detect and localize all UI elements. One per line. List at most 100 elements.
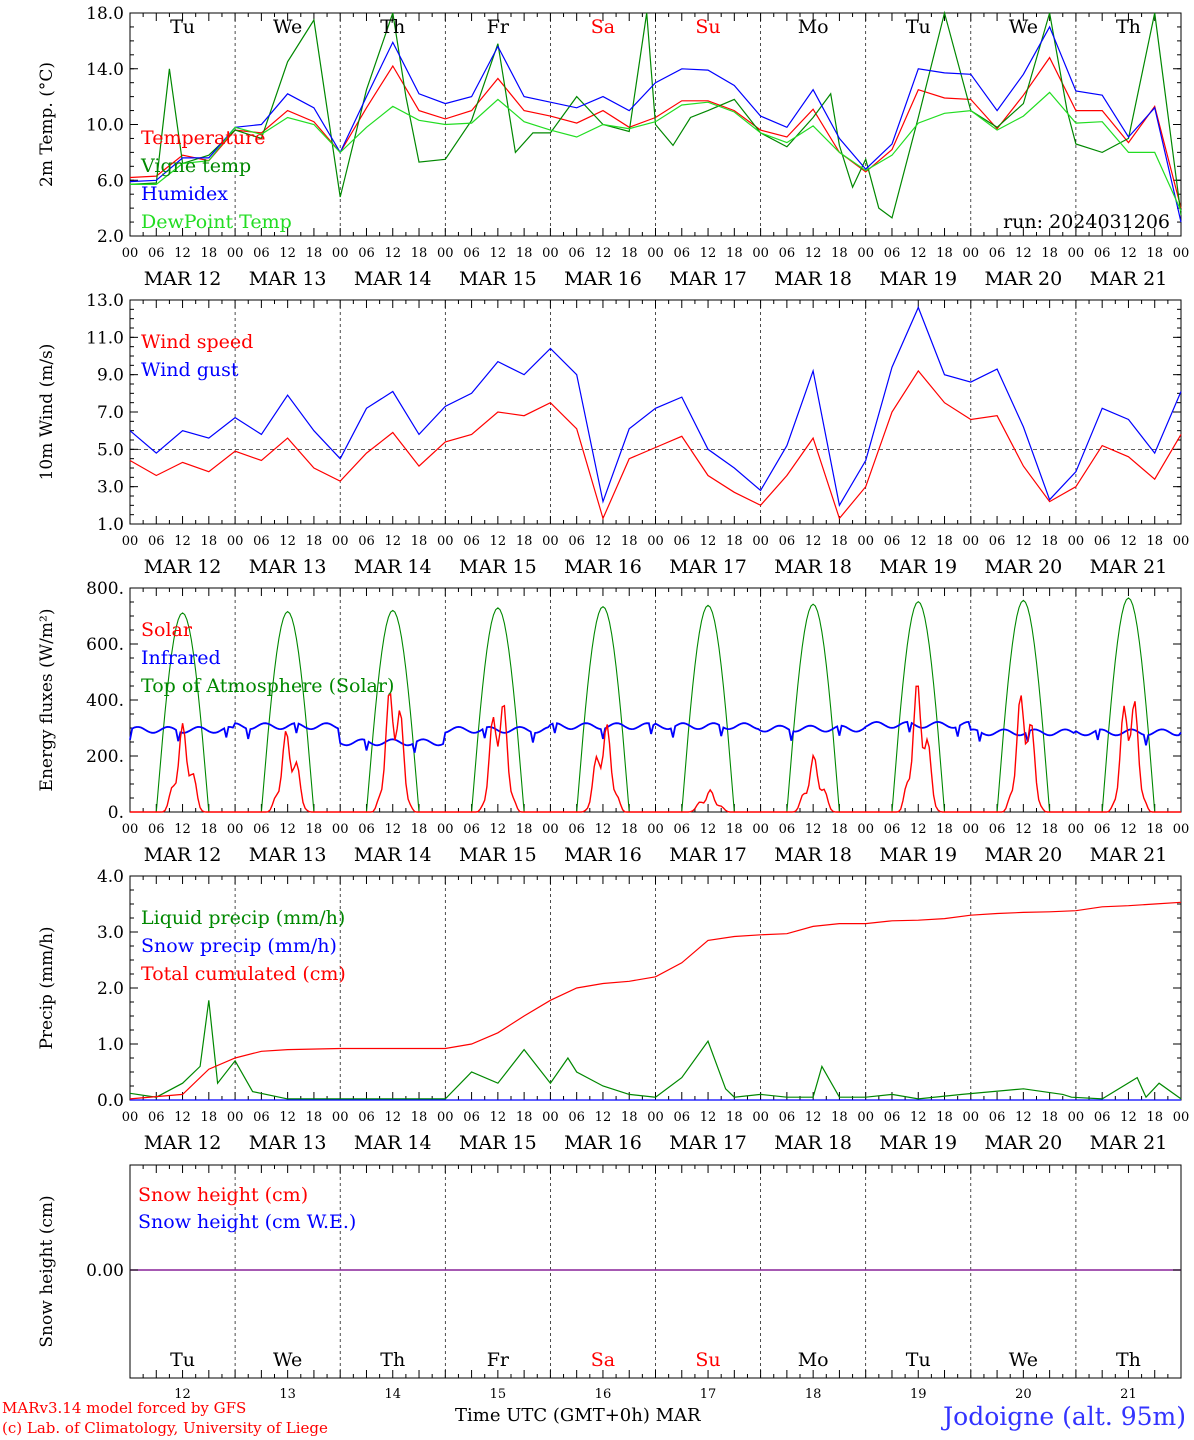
date-label: MAR 15 <box>459 844 537 866</box>
hour-tick-label: 12 <box>1120 1110 1137 1125</box>
day-number-label: 16 <box>595 1387 612 1402</box>
hour-tick-label: 00 <box>1068 534 1085 549</box>
series-line <box>129 10 1182 219</box>
hour-tick-label: 12 <box>595 246 612 261</box>
date-label: MAR 17 <box>669 844 747 866</box>
y-tick-label: 7.0 <box>97 403 124 423</box>
hour-tick-label: 06 <box>568 246 585 261</box>
weekday-label: Fr <box>487 16 510 38</box>
date-label: MAR 17 <box>669 268 747 290</box>
date-label: MAR 12 <box>144 844 222 866</box>
hour-tick-label: 12 <box>910 1110 927 1125</box>
legend-entry: Wind gust <box>141 359 239 381</box>
hour-tick-label: 00 <box>857 246 874 261</box>
hour-tick-label: 12 <box>174 822 191 837</box>
date-label: MAR 20 <box>984 1132 1062 1154</box>
y-tick-label: 1.0 <box>97 1035 124 1055</box>
hour-tick-label: 12 <box>279 1110 296 1125</box>
run-label: run: 2024031206 <box>1003 211 1170 233</box>
hour-tick-label: 00 <box>647 1110 664 1125</box>
y-tick-label: 0.00 <box>86 1261 124 1281</box>
hour-tick-label: 06 <box>253 1110 270 1125</box>
hour-tick-label: 12 <box>805 534 822 549</box>
date-label: MAR 19 <box>879 556 957 578</box>
date-label: MAR 16 <box>564 556 642 578</box>
hour-tick-label: 00 <box>122 1110 139 1125</box>
hour-tick-label: 18 <box>726 534 743 549</box>
hour-tick-label: 00 <box>437 1110 454 1125</box>
hour-tick-label: 18 <box>831 822 848 837</box>
hour-tick-label: 18 <box>621 822 638 837</box>
hour-tick-label: 00 <box>1068 1110 1085 1125</box>
hour-tick-label: 12 <box>700 246 717 261</box>
hour-tick-label: 06 <box>463 246 480 261</box>
date-label: MAR 12 <box>144 1132 222 1154</box>
y-axis-label: 10m Wind (m/s) <box>37 344 57 481</box>
panel-energy: 0. 200. 400. 600. 800. Energy fluxes (W/m²) So… <box>37 579 1189 866</box>
y-tick-label: 0. <box>108 803 124 823</box>
panel-temperature: 2.0 6.0 10.0 14.0 18.0 2m Temp. (°C) Tu We Th Fr S… <box>37 4 1189 290</box>
hour-tick-label: 18 <box>516 822 533 837</box>
date-label: MAR 13 <box>249 1132 327 1154</box>
day-number-label: 20 <box>1015 1387 1032 1402</box>
date-label: MAR 17 <box>669 1132 747 1154</box>
hour-tick-label: 12 <box>805 246 822 261</box>
y-tick-label: 2.0 <box>97 227 124 247</box>
weekday-label: Mo <box>798 16 829 38</box>
series-line <box>130 91 1182 212</box>
hour-tick-label: 12 <box>595 534 612 549</box>
legend-entry: Humidex <box>141 183 228 205</box>
date-label: MAR 12 <box>144 268 222 290</box>
hour-tick-label: 06 <box>253 822 270 837</box>
hour-tick-label: 12 <box>805 1110 822 1125</box>
date-label: MAR 18 <box>774 556 852 578</box>
hour-tick-label: 18 <box>1146 246 1163 261</box>
weekday-label: Th <box>1116 16 1141 38</box>
hour-tick-label: 18 <box>306 1110 323 1125</box>
hour-tick-label: 00 <box>437 246 454 261</box>
hour-tick-label: 12 <box>384 1110 401 1125</box>
series-line <box>129 901 1182 1100</box>
hour-tick-label: 06 <box>779 534 796 549</box>
day-number-label: 17 <box>700 1387 717 1402</box>
hour-tick-label: 06 <box>674 1110 691 1125</box>
hour-tick-label: 06 <box>358 534 375 549</box>
hour-tick-label: 12 <box>1015 1110 1032 1125</box>
weekday-label: Su <box>695 1349 720 1371</box>
hour-tick-label: 06 <box>989 822 1006 837</box>
day-number-label: 14 <box>384 1387 401 1402</box>
date-label: MAR 15 <box>459 268 537 290</box>
date-label: MAR 15 <box>459 1132 537 1154</box>
day-number-label: 19 <box>910 1387 927 1402</box>
y-axis-label: 2m Temp. (°C) <box>37 62 57 187</box>
series-line <box>129 25 1182 223</box>
hour-tick-label: 12 <box>174 534 191 549</box>
hour-tick-label: 06 <box>253 534 270 549</box>
hour-tick-label: 12 <box>910 822 927 837</box>
legend-entry: Snow height (cm) <box>138 1184 308 1206</box>
hour-tick-label: 18 <box>201 246 218 261</box>
time-axis-label: Time UTC (GMT+0h) MAR <box>455 1405 701 1426</box>
hour-tick-label: 18 <box>1146 534 1163 549</box>
series-line <box>129 1000 1182 1100</box>
hour-tick-label: 12 <box>910 246 927 261</box>
hour-tick-label: 18 <box>831 1110 848 1125</box>
hour-tick-label: 12 <box>384 534 401 549</box>
series-line <box>129 369 1182 521</box>
date-label: MAR 14 <box>354 268 432 290</box>
date-label: MAR 21 <box>1090 1132 1168 1154</box>
hour-tick-label: 00 <box>752 246 769 261</box>
hour-tick-label: 18 <box>1041 246 1058 261</box>
day-number-label: 21 <box>1120 1387 1137 1402</box>
legend-entry: Top of Atmosphere (Solar) <box>141 675 394 697</box>
date-label: MAR 21 <box>1090 268 1168 290</box>
hour-tick-label: 00 <box>332 246 349 261</box>
date-label: MAR 14 <box>354 556 432 578</box>
hour-tick-label: 18 <box>831 534 848 549</box>
hour-tick-label: 06 <box>674 534 691 549</box>
legend-entry: Snow height (cm W.E.) <box>138 1211 356 1233</box>
legend-entry: Snow precip (mm/h) <box>141 935 337 957</box>
hour-tick-label: 00 <box>437 534 454 549</box>
hour-tick-label: 00 <box>1173 246 1190 261</box>
hour-tick-label: 06 <box>884 534 901 549</box>
